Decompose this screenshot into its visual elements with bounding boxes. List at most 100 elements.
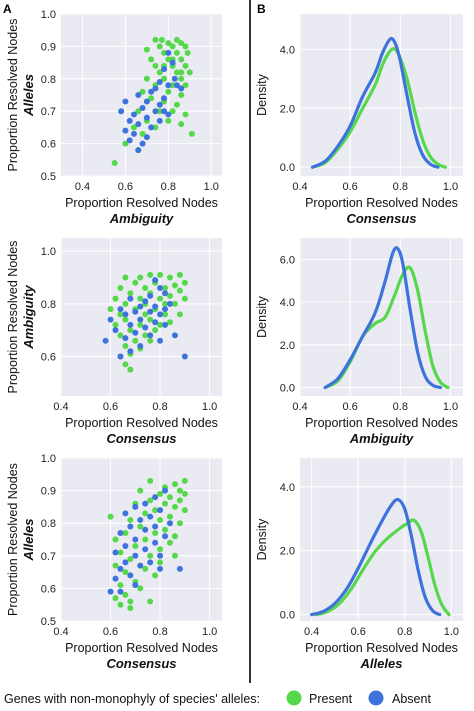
point-present [176,487,183,494]
point-present [171,481,178,488]
point-absent [122,98,129,105]
point-absent [143,134,150,141]
y-tick-label: 0.6 [41,139,56,151]
x-tick-label: 0.8 [397,626,412,638]
point-absent [127,321,134,328]
y-tick-label: 2.0 [280,546,295,558]
plot-background [300,14,463,176]
x-tick-label: 1.0 [444,626,459,638]
point-absent [162,306,169,313]
point-present [152,36,159,43]
x-tick-label: 1.0 [202,626,217,638]
point-absent [152,319,159,326]
point-present [117,285,124,292]
point-present [178,75,185,82]
point-present [117,311,124,318]
point-absent [142,298,149,305]
point-present [139,130,146,137]
point-absent [181,353,188,360]
point-absent [162,290,169,297]
x-tick-label: 0.6 [118,181,133,193]
point-present [157,559,164,566]
density-line-absent [310,36,440,169]
point-present [181,507,188,514]
density-line-present [310,47,447,169]
point-present [173,101,180,108]
point-present [157,490,164,497]
point-present [162,300,169,307]
point-present [148,56,155,63]
point-present [117,601,124,608]
point-present [182,43,189,50]
legend-absent-label: Absent [392,692,431,706]
point-present [171,503,178,510]
point-present [111,160,118,167]
chart-a2: 0.4 0.6 0.8 1.0 0.6 0.8 1.0 Proportion Resolved… [6,238,222,446]
point-present [176,287,183,294]
point-present [166,494,173,501]
point-present [127,516,134,523]
point-absent [102,337,109,344]
x-axis-label-emphasis: Consensus [106,656,176,671]
point-absent [122,311,129,318]
legend: Genes with non-monophyly of species' all… [4,690,431,706]
point-present [188,130,195,137]
point-absent [157,311,164,318]
point-present [156,108,163,115]
point-absent [137,562,144,569]
density-line-absent [310,497,442,617]
x-axis-label: Proportion Resolved Nodes [65,196,218,210]
point-absent [147,513,154,520]
plot-background [61,458,222,621]
point-absent [122,559,129,566]
point-present [182,62,189,69]
point-absent [112,327,119,334]
point-present [158,36,165,43]
point-absent [171,75,178,82]
plot-background [300,238,463,396]
point-present [127,556,134,563]
point-absent [161,108,168,115]
point-present [132,337,139,344]
y-axis-label-emphasis: Alleles [21,74,36,117]
point-absent [152,85,159,92]
point-absent [157,552,164,559]
point-present [173,36,180,43]
point-present [161,75,168,82]
x-axis-label-emphasis: Alleles [360,656,403,671]
y-tick-label: 0.0 [280,162,295,174]
point-present [112,321,119,328]
x-tick-label: 1.0 [443,401,458,413]
point-present [184,49,191,56]
point-absent [161,95,168,102]
x-axis-label: Proportion Resolved Nodes [65,416,218,430]
point-present [112,562,119,569]
point-present [142,565,149,572]
point-present [107,513,114,520]
point-absent [156,117,163,124]
point-present [137,274,144,281]
point-present [176,520,183,527]
point-absent [147,308,154,315]
y-tick-label: 4.0 [280,482,295,494]
point-present [107,306,114,313]
point-present [152,327,159,334]
point-absent [117,588,124,595]
point-present [112,536,119,543]
x-axis-label: Proportion Resolved Nodes [65,641,218,655]
y-tick-label: 0.8 [41,74,56,86]
point-absent [117,306,124,313]
chart-a3: 0.4 0.6 0.8 1.0 0.5 0.6 0.7 0.8 0.9 1.0 Proportion… [6,453,222,671]
point-present [127,604,134,611]
x-axis-label-emphasis: Ambiguity [349,431,414,446]
point-absent [137,303,144,310]
plot-background [61,14,222,176]
point-absent [143,114,150,121]
point-absent [117,565,124,572]
point-absent [178,85,185,92]
point-absent [147,292,154,299]
point-absent [132,552,139,559]
x-tick-label: 0.8 [161,181,176,193]
x-tick-label: 0.4 [53,401,68,413]
